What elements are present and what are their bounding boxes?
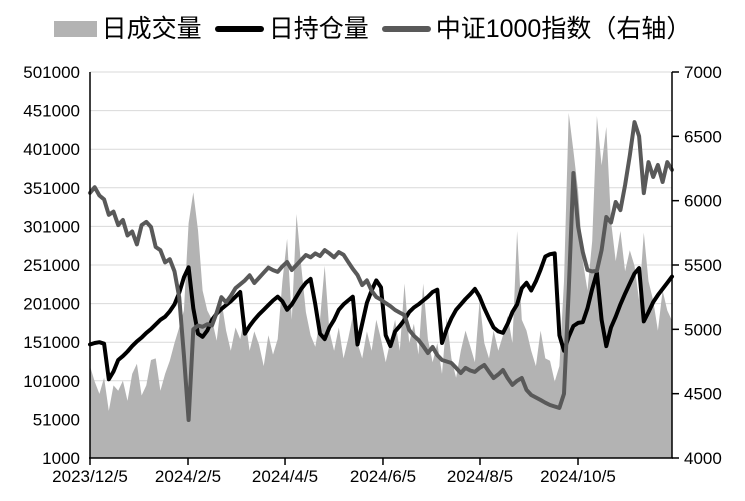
right-axis-tick-label: 5500	[684, 256, 722, 275]
series-left-line	[88, 251, 674, 382]
left-axis-tick-label: 501000	[23, 63, 80, 82]
volume-swatch-icon	[53, 21, 97, 37]
left-axis-tick-label: 101000	[23, 372, 80, 391]
right-axis-tick-label: 6500	[684, 127, 722, 146]
legend-label-volume: 日成交量	[101, 14, 202, 43]
left-axis-tick-label: 51000	[33, 410, 80, 429]
axes	[89, 71, 679, 465]
x-axis-tick-label: 2024/6/5	[350, 467, 416, 486]
left-axis-tick-label: 401000	[23, 140, 80, 159]
legend-item-index: 中证1000指数（右轴）	[381, 14, 692, 43]
right-axis-tick-label: 5000	[684, 320, 722, 339]
left-axis-tick-label: 151000	[23, 333, 80, 352]
legend-label-open-interest: 日持仓量	[268, 14, 369, 43]
right-axis-tick-label: 4500	[684, 385, 722, 404]
x-axis-tick-label: 2024/8/5	[447, 467, 513, 486]
x-axis-tick-label: 2024/2/5	[155, 467, 221, 486]
left-axis-tick-label: 301000	[23, 217, 80, 236]
legend-item-open-interest: 日持仓量	[214, 14, 369, 43]
left-axis-tick-label: 451000	[23, 102, 80, 121]
left-axis-tick-label: 1000	[42, 449, 80, 468]
x-axis-tick-label: 2024/10/5	[540, 467, 616, 486]
chart-legend: 日成交量 日持仓量 中证1000指数（右轴）	[0, 10, 745, 48]
index-swatch-icon	[381, 26, 431, 32]
series-left-area	[90, 112, 672, 459]
x-axis-tick-label: 2023/12/5	[52, 467, 128, 486]
legend-item-volume: 日成交量	[53, 14, 202, 43]
x-axis-tick-label: 2024/4/5	[252, 467, 318, 486]
right-axis-tick-label: 7000	[684, 63, 722, 82]
left-axis-tick-label: 201000	[23, 295, 80, 314]
right-axis-tick-label: 6000	[684, 192, 722, 211]
series-right-line	[88, 120, 674, 422]
legend-label-index: 中证1000指数（右轴）	[435, 14, 692, 43]
left-axis-tick-label: 351000	[23, 179, 80, 198]
right-axis-tick-label: 4000	[684, 449, 722, 468]
left-axis-tick-label: 251000	[23, 256, 80, 275]
open-interest-swatch-icon	[214, 26, 264, 32]
